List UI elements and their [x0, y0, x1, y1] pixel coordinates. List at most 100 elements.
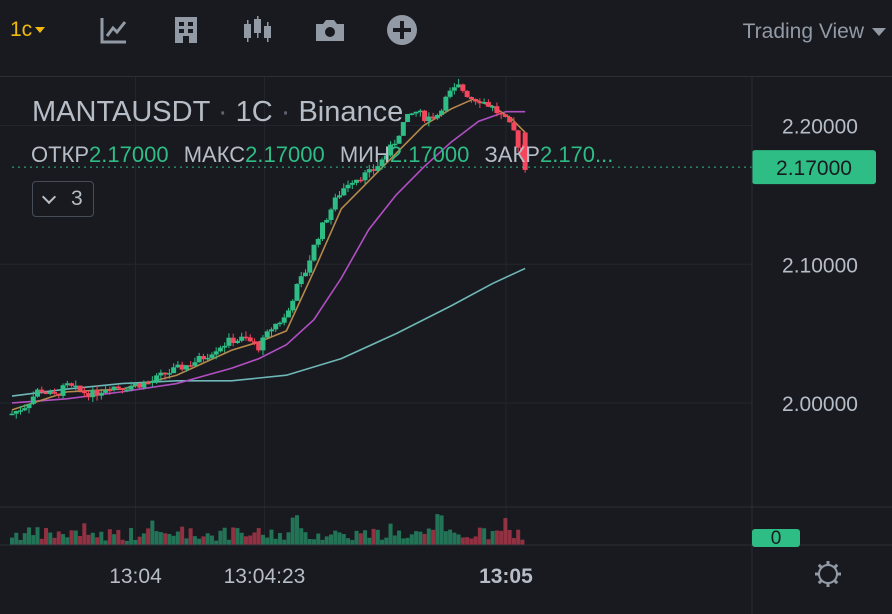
gear-icon[interactable]: [815, 561, 841, 587]
volume-bar: [324, 536, 329, 545]
candle-down: [498, 113, 504, 115]
volume-bar: [456, 534, 461, 545]
volume-bar: [252, 532, 257, 545]
volume-bar: [22, 533, 27, 545]
indicator-collapse-button[interactable]: 3: [32, 181, 94, 217]
candle-down: [251, 341, 257, 343]
volume-bar: [99, 531, 104, 545]
volume-bar: [235, 528, 240, 545]
candle-up: [426, 116, 432, 122]
chevron-down-icon: [41, 189, 57, 205]
camera-icon[interactable]: [314, 14, 346, 46]
chevron-down-icon: [35, 27, 46, 34]
view-chevron-icon[interactable]: [872, 28, 886, 36]
volume-bar: [129, 527, 134, 545]
candle-up: [354, 179, 360, 183]
candle-down: [519, 147, 525, 159]
candle-down: [473, 98, 479, 102]
template-icon[interactable]: [170, 14, 202, 46]
volume-bar: [197, 538, 202, 545]
candle-up: [383, 155, 389, 160]
volume-bar: [473, 536, 478, 545]
candle-up: [175, 364, 181, 368]
volume-bar: [243, 536, 248, 545]
open-label: ОТКР: [31, 142, 90, 167]
chart-toolbar: 1с Trading View: [0, 0, 892, 62]
candle-up: [111, 386, 117, 391]
candle-down: [107, 389, 113, 392]
volume-bar: [226, 539, 231, 545]
add-icon[interactable]: [386, 14, 418, 46]
volume-bar: [31, 535, 36, 545]
indicator-icon[interactable]: [98, 14, 130, 46]
volume-bar: [69, 530, 74, 545]
candle-down: [115, 386, 121, 389]
volume-bar: [452, 532, 457, 545]
candle-up: [332, 197, 338, 210]
candle-up: [226, 337, 232, 346]
volume-bar: [329, 534, 334, 545]
volume-bar: [150, 520, 155, 545]
candle-down: [430, 116, 436, 119]
volume-bar: [490, 531, 495, 545]
volume-bar: [73, 530, 78, 545]
candle-down: [52, 392, 58, 394]
volume-bar: [184, 538, 189, 545]
separator-dot: ·: [280, 96, 291, 128]
candle-down: [485, 101, 491, 107]
volume-bar: [61, 534, 66, 545]
candle-up: [166, 373, 172, 375]
candle-up: [320, 222, 326, 240]
candle-down: [230, 337, 236, 344]
candle-up: [213, 351, 219, 355]
candle-down: [243, 336, 249, 339]
candle-up: [13, 411, 19, 414]
candle-up: [345, 184, 351, 189]
low-value: 2.17000: [389, 142, 470, 167]
candle-down: [522, 132, 528, 170]
volume-bar: [337, 532, 342, 545]
candle-down: [120, 388, 126, 390]
candle-down: [502, 114, 508, 117]
volume-bar: [180, 526, 185, 545]
candle-up: [205, 357, 211, 360]
interval-label: 1С: [235, 96, 273, 128]
volume-bar: [103, 540, 108, 545]
volume-bar: [163, 533, 168, 545]
time-tick-label: 13:05: [479, 565, 533, 588]
volume-bar: [133, 539, 138, 545]
candle-up: [64, 383, 70, 386]
candle-up: [35, 389, 41, 397]
volume-bar: [431, 529, 436, 545]
candle-type-icon[interactable]: [242, 14, 274, 46]
candle-down: [371, 169, 377, 171]
candle-down: [256, 342, 262, 351]
time-tick-label: 13:04:23: [224, 565, 306, 588]
volume-bar: [265, 537, 270, 545]
volume-bar: [290, 517, 295, 545]
candle-down: [494, 106, 500, 114]
candle-up: [451, 87, 457, 91]
volume-bar: [316, 533, 321, 545]
volume-bar: [56, 531, 61, 545]
candle-down: [43, 392, 49, 394]
candle-up: [196, 355, 202, 363]
volume-bar: [107, 529, 112, 545]
candle-up: [328, 209, 334, 220]
candle-up: [315, 239, 321, 245]
toolbar-divider: [0, 76, 892, 77]
volume-bar: [282, 539, 287, 545]
candle-up: [9, 413, 15, 416]
volume-bar: [418, 531, 423, 545]
low-label: МИН: [339, 142, 390, 167]
volume-bar: [409, 534, 414, 545]
timeframe-selector[interactable]: 1с: [10, 18, 46, 42]
candle-down: [94, 389, 100, 396]
candle-up: [239, 336, 245, 341]
candle-up: [341, 188, 347, 196]
view-mode-label[interactable]: Trading View: [742, 20, 864, 43]
candle-up: [392, 143, 398, 146]
candlestick-chart[interactable]: 2.17000 2.20000 2.10000 2.00000 0 13:04 13:04:…: [0, 77, 892, 614]
candle-down: [460, 84, 466, 91]
volume-bar: [116, 529, 121, 545]
